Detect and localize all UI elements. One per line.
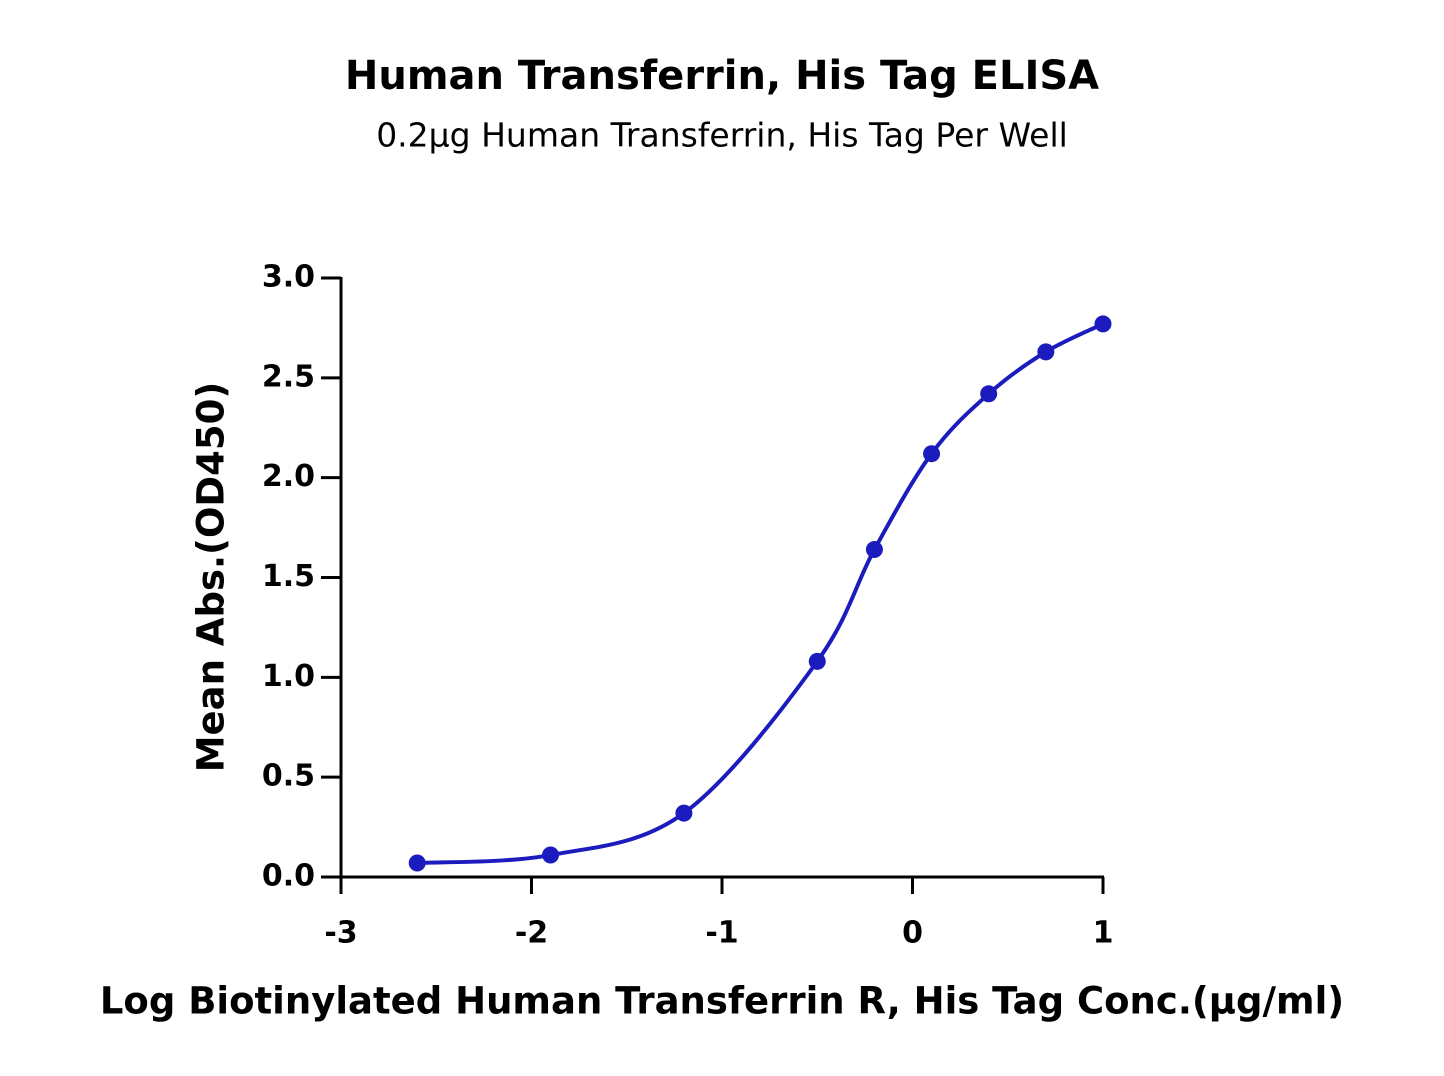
data-point (542, 846, 560, 864)
data-point (923, 445, 941, 463)
x-tick-label: -1 (705, 916, 738, 951)
x-tick-label: 0 (902, 916, 923, 951)
data-point (408, 854, 426, 872)
y-tick-label: 0.0 (262, 859, 315, 894)
chart-subtitle: 0.2μg Human Transferrin, His Tag Per Wel… (376, 116, 1068, 155)
x-tick-label: -3 (324, 916, 357, 951)
x-axis-label: Log Biotinylated Human Transferrin R, Hi… (100, 980, 1344, 1023)
data-point (808, 652, 826, 670)
x-tick-label: 1 (1093, 916, 1114, 951)
y-axis-label: Mean Abs.(OD450) (190, 382, 233, 773)
data-point (1094, 315, 1112, 333)
fit-curve (417, 322, 1104, 866)
data-point (865, 541, 883, 559)
y-tick-label: 0.5 (262, 759, 315, 794)
y-tick-label: 1.0 (262, 659, 315, 694)
y-tick-label: 2.5 (262, 359, 315, 394)
y-tick-label: 2.0 (262, 459, 315, 494)
data-point (1037, 343, 1055, 361)
data-point (675, 804, 693, 822)
y-tick-label: 1.5 (262, 559, 315, 594)
data-point (980, 385, 998, 403)
chart-title: Human Transferrin, His Tag ELISA (345, 53, 1099, 99)
x-tick-label: -2 (515, 916, 548, 951)
y-tick-label: 3.0 (262, 260, 315, 295)
